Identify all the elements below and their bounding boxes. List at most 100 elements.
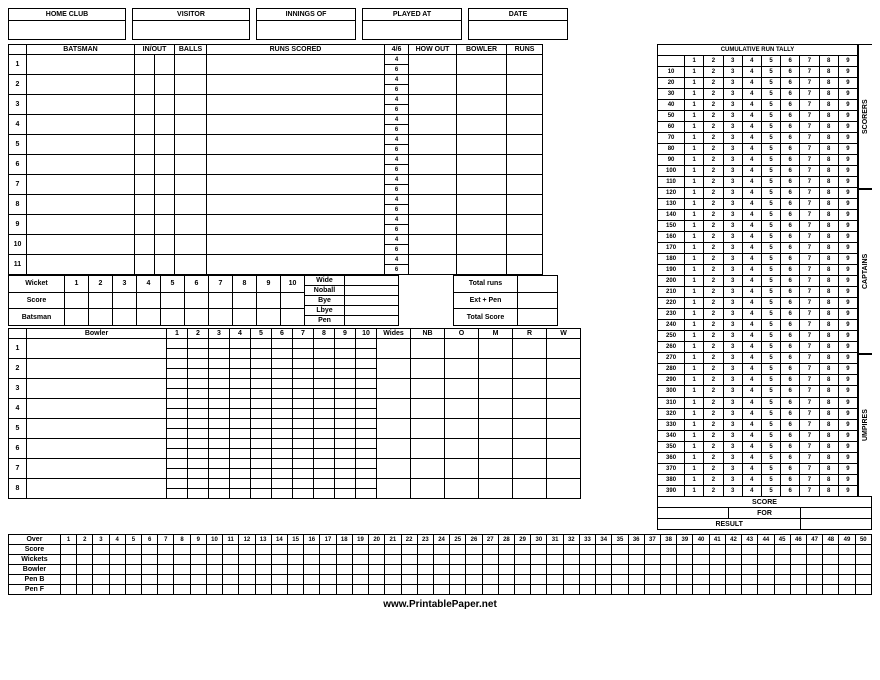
batsman-row-num: 11: [9, 255, 27, 275]
date-label: DATE: [469, 9, 567, 21]
batsman-row-num: 6: [9, 155, 27, 175]
for-label: FOR: [728, 508, 801, 519]
tally-row-start: 50: [658, 111, 685, 122]
over-table: Over123456789101112131415161718192021222…: [8, 534, 872, 595]
home-club-label: HOME CLUB: [9, 9, 125, 21]
totals-label: Total Score: [454, 309, 518, 326]
tally-row-start: 80: [658, 144, 685, 155]
over-row-label: Score: [9, 545, 61, 555]
tally-row-start: 220: [658, 298, 685, 309]
innings-label: INNINGS OF: [257, 9, 355, 21]
side-labels: SCORERSCAPTAINSUMPIRES: [858, 44, 872, 497]
tally-row-start: 330: [658, 419, 685, 430]
date-box: DATE: [468, 8, 568, 40]
tally-row-start: 270: [658, 353, 685, 364]
tally-row-start: 260: [658, 342, 685, 353]
totals-label: Total runs: [454, 276, 518, 293]
batsman-row-num: 2: [9, 75, 27, 95]
tally-row-start: 10: [658, 67, 685, 78]
over-row-label: Pen F: [9, 585, 61, 595]
innings-box: INNINGS OF: [256, 8, 356, 40]
played-at-label: PLAYED AT: [363, 9, 461, 21]
over-row-label: Over: [9, 535, 61, 545]
tally-row-start: 310: [658, 397, 685, 408]
played-at-box: PLAYED AT: [362, 8, 462, 40]
wicket-table: Wicket12345678910ScoreBatsman: [8, 275, 305, 326]
side-label: UMPIRES: [858, 354, 872, 497]
tally-row-start: 370: [658, 463, 685, 474]
visitor-box: VISITOR: [132, 8, 250, 40]
tally-row-start: 290: [658, 375, 685, 386]
totals-table: Total runsExt + PenTotal Score: [453, 275, 558, 326]
batsman-row-num: 3: [9, 95, 27, 115]
totals-label: Ext + Pen: [454, 292, 518, 309]
tally-row-start: 140: [658, 210, 685, 221]
tally-row-start: 250: [658, 331, 685, 342]
batsman-row-num: 10: [9, 235, 27, 255]
tally-row-start: 390: [658, 485, 685, 496]
side-label: SCORERS: [858, 44, 872, 189]
batsman-row-num: 5: [9, 135, 27, 155]
tally-row-start: 150: [658, 221, 685, 232]
tally-title: CUMULATIVE RUN TALLY: [658, 45, 858, 56]
batsman-row-num: 1: [9, 55, 27, 75]
tally-row-start: 20: [658, 78, 685, 89]
extras-label: Wide: [305, 276, 345, 286]
batsman-row-num: 9: [9, 215, 27, 235]
batsman-row-num: 8: [9, 195, 27, 215]
tally-table: CUMULATIVE RUN TALLY12345678910123456789…: [657, 44, 858, 497]
score-box: SCOREFORRESULT: [657, 496, 872, 530]
tally-row-start: 130: [658, 199, 685, 210]
tally-row-start: 70: [658, 133, 685, 144]
tally-row-start: 360: [658, 452, 685, 463]
tally-row-start: 300: [658, 386, 685, 397]
tally-row-start: 40: [658, 100, 685, 111]
tally-row-start: 190: [658, 265, 685, 276]
extras-table: WideNoballByeLbyePen: [304, 275, 399, 326]
tally-row-start: 200: [658, 276, 685, 287]
side-label: CAPTAINS: [858, 189, 872, 354]
wicket-label: Wicket: [9, 276, 65, 293]
tally-row-start: 230: [658, 309, 685, 320]
over-row-label: Bowler: [9, 565, 61, 575]
extras-label: Pen: [305, 316, 345, 326]
result-label: RESULT: [658, 519, 801, 530]
tally-row-start: 100: [658, 166, 685, 177]
extras-label: Noball: [305, 286, 345, 296]
bowler-row-num: 6: [9, 439, 27, 459]
tally-row-start: 240: [658, 320, 685, 331]
tally-row-start: 110: [658, 177, 685, 188]
bowler-table: Bowler12345678910WidesNBOMRW12345678: [8, 328, 581, 499]
bowler-header: Bowler: [27, 329, 167, 339]
tally-row-start: 60: [658, 122, 685, 133]
bowler-row-num: 7: [9, 459, 27, 479]
tally-row-start: 280: [658, 364, 685, 375]
score-label: SCORE: [658, 497, 872, 508]
tally-row-start: 90: [658, 155, 685, 166]
tally-row-start: 340: [658, 430, 685, 441]
bowler-row-num: 8: [9, 479, 27, 499]
bowler-row-num: 1: [9, 339, 27, 359]
tally-row-start: 170: [658, 243, 685, 254]
batsman-row-num: 4: [9, 115, 27, 135]
batsman-header: BATSMAN: [27, 45, 135, 55]
footer: www.PrintablePaper.net: [8, 599, 872, 610]
over-row-label: Wickets: [9, 555, 61, 565]
bowler-row-num: 2: [9, 359, 27, 379]
header-boxes: HOME CLUB VISITOR INNINGS OF PLAYED AT D…: [8, 8, 872, 40]
wicket-score-label: Score: [9, 292, 65, 309]
wicket-batsman-label: Batsman: [9, 309, 65, 326]
tally-row-start: 180: [658, 254, 685, 265]
visitor-label: VISITOR: [133, 9, 249, 21]
bowler-row-num: 5: [9, 419, 27, 439]
bowler-row-num: 4: [9, 399, 27, 419]
extras-label: Bye: [305, 296, 345, 306]
tally-row-start: 210: [658, 287, 685, 298]
tally-row-start: 30: [658, 89, 685, 100]
tally-row-start: 350: [658, 441, 685, 452]
batsman-table: BATSMANIN/OUTBALLSRUNS SCORED4/6HOW OUTB…: [8, 44, 543, 275]
bowler-row-num: 3: [9, 379, 27, 399]
tally-row-start: 160: [658, 232, 685, 243]
over-row-label: Pen B: [9, 575, 61, 585]
tally-row-start: 380: [658, 474, 685, 485]
